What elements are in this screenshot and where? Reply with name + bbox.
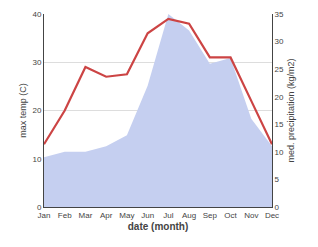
svg-text:Sep: Sep [203, 211, 218, 220]
svg-text:10: 10 [275, 148, 284, 157]
svg-text:15: 15 [275, 120, 284, 129]
svg-text:35: 35 [275, 10, 284, 19]
svg-text:Dec: Dec [265, 211, 279, 220]
svg-text:Jan: Jan [38, 211, 51, 220]
svg-text:Jul: Jul [163, 211, 173, 220]
svg-text:max temp (C): max temp (C) [18, 83, 28, 138]
svg-text:May: May [119, 211, 134, 220]
svg-text:30: 30 [275, 37, 284, 46]
svg-text:30: 30 [32, 58, 41, 67]
svg-text:Nov: Nov [244, 211, 258, 220]
svg-text:10: 10 [32, 155, 41, 164]
svg-text:Aug: Aug [182, 211, 196, 220]
svg-text:0: 0 [275, 203, 280, 212]
svg-text:date (month): date (month) [128, 221, 189, 232]
svg-text:Apr: Apr [100, 211, 113, 220]
svg-text:med. precipitation (kg/m2): med. precipitation (kg/m2) [286, 58, 296, 162]
svg-text:Mar: Mar [79, 211, 93, 220]
svg-text:40: 40 [32, 10, 41, 19]
svg-text:Feb: Feb [58, 211, 72, 220]
svg-text:20: 20 [275, 93, 284, 102]
svg-text:Oct: Oct [224, 211, 237, 220]
svg-text:Jun: Jun [141, 211, 154, 220]
svg-text:0: 0 [37, 203, 42, 212]
svg-text:5: 5 [275, 175, 280, 184]
svg-text:20: 20 [32, 106, 41, 115]
svg-text:25: 25 [275, 65, 284, 74]
